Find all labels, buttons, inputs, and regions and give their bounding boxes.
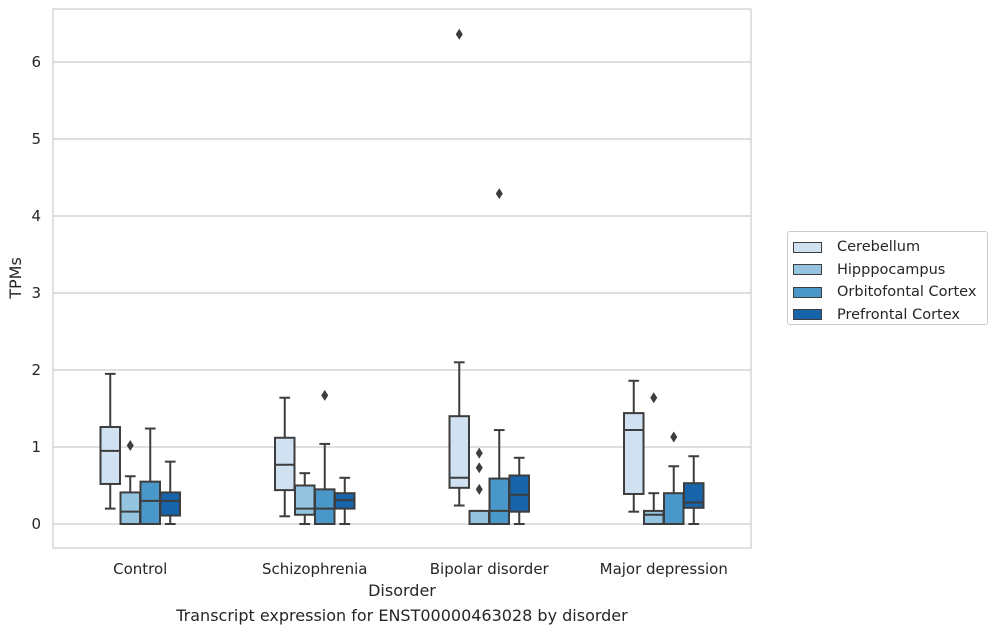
legend-item-hippocampus: Hipppocampus [793, 259, 987, 282]
legend: Cerebellum Hipppocampus Orbitofontal Cor… [787, 231, 988, 325]
box [623, 379, 645, 513]
box [294, 472, 316, 525]
boxplot-marks [99, 28, 705, 526]
legend-label-hippocampus: Hipppocampus [837, 261, 946, 278]
box [468, 447, 490, 526]
box-body [663, 492, 685, 526]
box [663, 431, 685, 526]
legend-label-prefrontal-cortex: Prefrontal Cortex [837, 306, 960, 323]
box [508, 456, 530, 525]
box [448, 28, 470, 507]
legend-swatch-orbitofrontal-cortex [793, 286, 822, 298]
legend-label-orbitofrontal-cortex: Orbitofontal Cortex [837, 284, 977, 301]
outlier-point [455, 28, 463, 40]
x-axis-label: Disorder [368, 581, 436, 600]
legend-swatch-prefrontal-cortex [793, 309, 822, 321]
box [274, 396, 296, 518]
outlier-point [495, 188, 503, 200]
y-tick-label: 1 [31, 438, 41, 456]
y-tick-labels: 0 1 2 3 4 5 6 [31, 53, 41, 533]
y-tick-label: 3 [31, 284, 41, 302]
box-body [683, 482, 705, 509]
outlier-point [670, 431, 678, 443]
box [488, 188, 510, 526]
x-tick-label: Major depression [600, 560, 728, 578]
x-tick-labels: Control Schizophrenia Bipolar disorder Majo… [113, 560, 728, 578]
legend-swatch-hippocampus [793, 264, 822, 276]
box-body [508, 474, 530, 513]
box [139, 427, 161, 525]
box [683, 455, 705, 525]
chart-caption: Transcript expression for ENST0000046302… [176, 606, 628, 625]
x-tick-label: Schizophrenia [262, 560, 367, 578]
outlier-point [475, 462, 483, 474]
box-body [488, 477, 510, 526]
x-tick-label: Control [113, 560, 167, 578]
outlier-point [475, 447, 483, 459]
box-body [99, 425, 121, 485]
y-axis-label: TPMs [6, 257, 25, 300]
outlier-point [321, 389, 329, 401]
x-tick-label: Bipolar disorder [430, 560, 550, 578]
legend-item-orbitofrontal-cortex: Orbitofontal Cortex [793, 281, 987, 304]
legend-item-cerebellum: Cerebellum [793, 236, 987, 259]
outlier-point [650, 392, 658, 404]
y-tick-label: 4 [31, 207, 41, 225]
box-body [119, 491, 141, 525]
box-body [448, 415, 470, 489]
y-tick-label: 5 [31, 130, 41, 148]
legend-label-cerebellum: Cerebellum [837, 239, 921, 256]
box-body [623, 412, 645, 495]
plot-frame [52, 8, 752, 549]
box-body [643, 509, 665, 526]
box [643, 392, 665, 526]
box-body [159, 491, 181, 517]
y-tick-label: 6 [31, 53, 41, 71]
y-tick-label: 2 [31, 361, 41, 379]
box [99, 372, 121, 510]
legend-swatch-cerebellum [793, 241, 822, 253]
box-body [468, 509, 490, 526]
box-body [294, 484, 316, 516]
box-body [314, 488, 336, 526]
outlier-point [475, 483, 483, 495]
grid-lines [53, 61, 751, 525]
box [314, 389, 336, 526]
box [334, 476, 356, 525]
box [119, 439, 141, 525]
box-body [139, 480, 161, 525]
box [159, 460, 181, 525]
legend-item-prefrontal-cortex: Prefrontal Cortex [793, 304, 987, 327]
y-tick-label: 0 [31, 515, 41, 533]
outlier-point [126, 439, 134, 451]
